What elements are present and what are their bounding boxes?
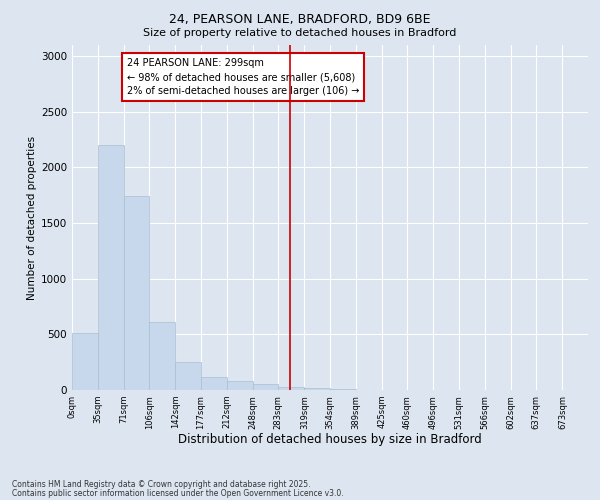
Bar (124, 196, 149, 390)
Bar (175, 362, 201, 390)
Text: Contains HM Land Registry data © Crown copyright and database right 2025.: Contains HM Land Registry data © Crown c… (12, 480, 311, 489)
Bar (149, 322, 175, 390)
Bar (201, 376, 227, 390)
Bar (72, 333, 98, 390)
Text: 24, PEARSON LANE, BRADFORD, BD9 6BE: 24, PEARSON LANE, BRADFORD, BD9 6BE (169, 12, 431, 26)
Text: Contains public sector information licensed under the Open Government Licence v3: Contains public sector information licen… (12, 488, 344, 498)
Bar (253, 384, 278, 390)
Text: 24 PEARSON LANE: 299sqm
← 98% of detached houses are smaller (5,608)
2% of semi-: 24 PEARSON LANE: 299sqm ← 98% of detache… (127, 58, 359, 96)
Bar (278, 387, 304, 390)
Text: Size of property relative to detached houses in Bradford: Size of property relative to detached ho… (143, 28, 457, 38)
Bar (98, 145, 124, 390)
X-axis label: Distribution of detached houses by size in Bradford: Distribution of detached houses by size … (178, 433, 482, 446)
Y-axis label: Number of detached properties: Number of detached properties (27, 136, 37, 300)
Bar (227, 381, 253, 390)
Bar (304, 388, 330, 390)
